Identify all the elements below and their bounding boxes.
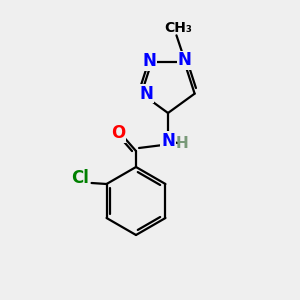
Text: H: H xyxy=(176,136,188,151)
Text: CH₃: CH₃ xyxy=(164,21,192,35)
Text: O: O xyxy=(111,124,125,142)
Text: N: N xyxy=(178,51,191,69)
Text: Cl: Cl xyxy=(72,169,89,187)
Text: N: N xyxy=(140,85,153,103)
Text: N: N xyxy=(161,132,175,150)
Text: N: N xyxy=(142,52,157,70)
